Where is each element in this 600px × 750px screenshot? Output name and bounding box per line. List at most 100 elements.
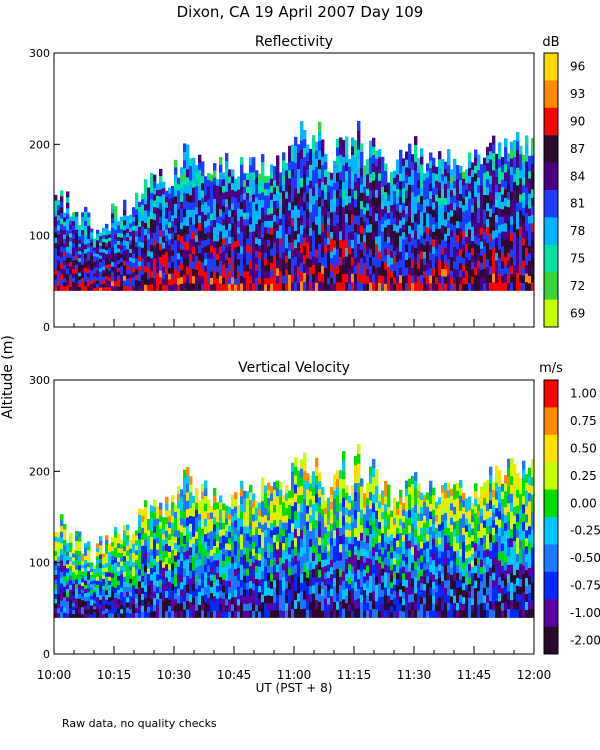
colorbar-tick-label: 69 <box>570 306 585 320</box>
heatmap-cell <box>90 262 94 267</box>
heatmap-cell <box>237 208 241 215</box>
heatmap-cell <box>369 583 373 593</box>
heatmap-cell <box>141 563 145 570</box>
heatmap-cell <box>366 595 370 603</box>
heatmap-cell <box>288 497 292 506</box>
heatmap-cell <box>348 268 352 277</box>
heatmap-cell <box>165 610 169 618</box>
heatmap-cell <box>126 596 130 603</box>
heatmap-cell <box>111 251 115 258</box>
heatmap-cell <box>195 502 199 510</box>
heatmap-cell <box>312 528 316 537</box>
heatmap-cell <box>81 564 85 569</box>
heatmap-cell <box>237 548 241 556</box>
heatmap-cell <box>390 270 394 278</box>
heatmap-cell <box>459 262 463 271</box>
heatmap-cell <box>390 171 394 179</box>
heatmap-cell <box>387 565 391 574</box>
heatmap-cell <box>282 508 286 516</box>
heatmap-cell <box>204 579 208 588</box>
heatmap-cell <box>93 611 97 615</box>
heatmap-cell <box>129 231 133 237</box>
heatmap-cell <box>261 184 265 193</box>
heatmap-cell <box>324 610 328 618</box>
heatmap-cell <box>186 282 190 291</box>
heatmap-cell <box>243 186 247 194</box>
heatmap-cell <box>345 521 349 530</box>
heatmap-cell <box>279 231 283 239</box>
heatmap-cell <box>411 282 415 291</box>
heatmap-cell <box>357 521 361 532</box>
heatmap-cell <box>417 246 421 255</box>
heatmap-cell <box>309 554 313 563</box>
heatmap-cell <box>315 240 319 250</box>
heatmap-cell <box>81 264 85 270</box>
heatmap-cell <box>171 522 175 530</box>
heatmap-cell <box>159 560 163 567</box>
heatmap-cell <box>114 248 118 254</box>
heatmap-cell <box>267 587 271 596</box>
heatmap-cell <box>468 259 472 268</box>
heatmap-cell <box>333 482 337 491</box>
heatmap-cell <box>486 194 490 204</box>
heatmap-cell <box>105 234 109 240</box>
heatmap-cell <box>435 228 439 236</box>
heatmap-cell <box>57 235 61 241</box>
heatmap-cell <box>75 564 79 570</box>
heatmap-cell <box>117 278 121 284</box>
heatmap-cell <box>120 265 124 271</box>
heatmap-cell <box>189 476 193 485</box>
heatmap-cell <box>231 169 235 177</box>
heatmap-cell <box>501 238 505 247</box>
heatmap-cell <box>243 225 247 233</box>
heatmap-cell <box>381 268 385 277</box>
heatmap-cell <box>231 223 235 231</box>
heatmap-cell <box>123 545 127 552</box>
heatmap-cell <box>402 253 406 262</box>
heatmap-cell <box>333 175 337 183</box>
heatmap-cell <box>147 519 151 525</box>
heatmap-cell <box>429 198 433 207</box>
heatmap-cell <box>519 169 523 179</box>
heatmap-cell <box>102 234 106 239</box>
heatmap-cell <box>120 249 124 254</box>
heatmap-cell <box>156 248 160 256</box>
heatmap-cell <box>123 209 127 216</box>
heatmap-cell <box>384 283 388 291</box>
heatmap-cell <box>291 241 295 251</box>
heatmap-cell <box>285 588 289 596</box>
heatmap-cell <box>198 604 202 612</box>
heatmap-cell <box>108 230 112 235</box>
heatmap-cell <box>402 209 406 218</box>
heatmap-cell <box>513 240 517 250</box>
heatmap-cell <box>411 199 415 208</box>
heatmap-cell <box>138 241 142 247</box>
heatmap-cell <box>132 276 136 282</box>
heatmap-cell <box>426 226 430 235</box>
heatmap-cell <box>255 539 259 547</box>
heatmap-cell <box>354 181 358 191</box>
heatmap-cell <box>516 158 520 168</box>
heatmap-cell <box>465 270 469 278</box>
heatmap-cell <box>99 287 103 291</box>
heatmap-cell <box>255 610 259 618</box>
heatmap-cell <box>255 520 259 528</box>
heatmap-cell <box>129 578 133 584</box>
heatmap-cell <box>312 560 316 570</box>
heatmap-cell <box>306 233 310 243</box>
heatmap-cell <box>165 229 169 236</box>
heatmap-cell <box>174 210 178 219</box>
heatmap-cell <box>225 505 229 513</box>
heatmap-cell <box>108 270 112 275</box>
heatmap-cell <box>510 207 514 217</box>
heatmap-cell <box>336 609 340 618</box>
heatmap-cell <box>246 554 250 562</box>
heatmap-cell <box>249 610 253 618</box>
heatmap-cell <box>390 522 394 529</box>
heatmap-cell <box>372 529 376 539</box>
heatmap-cell <box>483 246 487 254</box>
heatmap-cell <box>483 283 487 291</box>
heatmap-cell <box>108 283 112 288</box>
heatmap-cell <box>501 216 505 225</box>
heatmap-cell <box>138 211 142 217</box>
